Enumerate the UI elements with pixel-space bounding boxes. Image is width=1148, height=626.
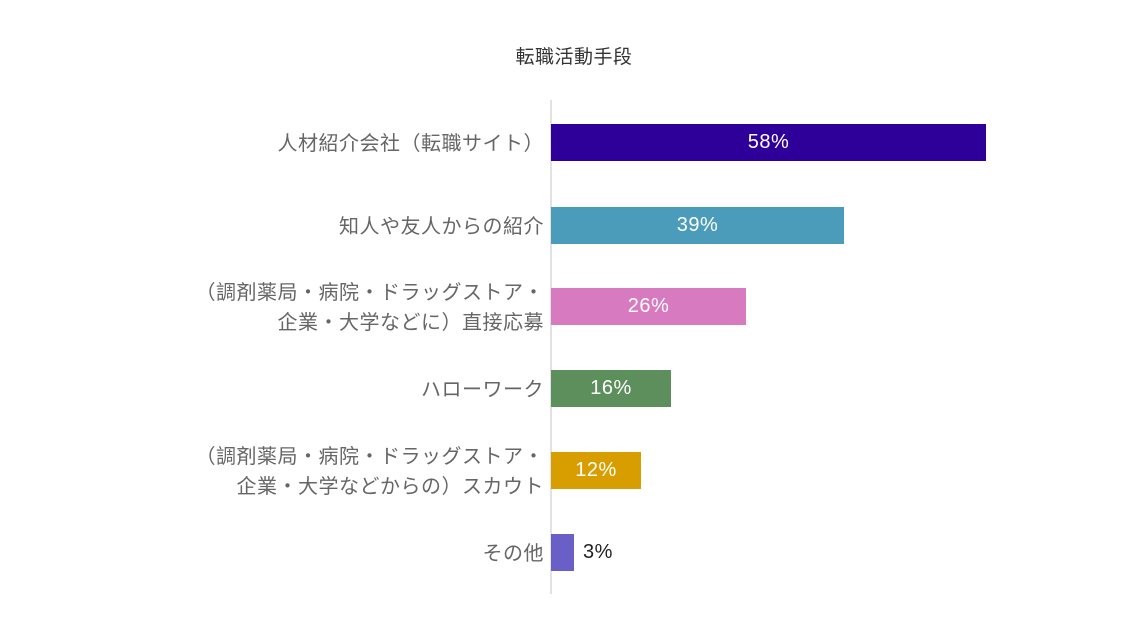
- bar: 16%: [551, 370, 671, 407]
- bar-row: 人材紹介会社（転職サイト） 58%: [0, 124, 1148, 161]
- bar: 26%: [551, 288, 746, 325]
- category-label-line: その他: [482, 540, 544, 565]
- category-label: 人材紹介会社（転職サイト）: [278, 128, 545, 158]
- bar: 3%: [551, 534, 612, 571]
- bar: 12%: [551, 452, 641, 489]
- category-label-line: 知人や友人からの紹介: [339, 213, 544, 238]
- category-label-line: （調剤薬局・病院・ドラッグストア・: [195, 443, 544, 468]
- value-label: 26%: [627, 295, 670, 317]
- category-label: 知人や友人からの紹介: [339, 211, 544, 241]
- bar-row: その他 3%: [0, 534, 1148, 571]
- value-label: 16%: [590, 377, 632, 399]
- category-label-line: （調剤薬局・病院・ドラッグストア・: [195, 279, 544, 304]
- value-label: 58%: [747, 131, 790, 153]
- category-label-line: 人材紹介会社（転職サイト）: [277, 130, 544, 155]
- value-label: 3%: [583, 541, 613, 563]
- chart-title: 転職活動手段: [515, 46, 633, 68]
- bar-row: （調剤薬局・病院・ドラッグストア・ 企業・大学などに）直接応募 26%: [0, 280, 1148, 334]
- bar: 39%: [551, 207, 844, 244]
- category-label-line: 企業・大学などに）直接応募: [277, 309, 544, 334]
- category-label-line: ハローワーク: [421, 376, 544, 401]
- category-label: ハローワーク: [421, 374, 544, 404]
- bar: 58%: [551, 124, 986, 161]
- category-label-line: 企業・大学などからの）スカウト: [236, 473, 544, 498]
- bar-row: 知人や友人からの紹介 39%: [0, 207, 1148, 244]
- bar-row: （調剤薬局・病院・ドラッグストア・ 企業・大学などからの）スカウト 12%: [0, 444, 1148, 498]
- category-label: その他: [483, 538, 545, 568]
- category-label: （調剤薬局・病院・ドラッグストア・ 企業・大学などに）直接応募: [196, 277, 545, 337]
- value-label: 39%: [676, 214, 719, 236]
- category-label: （調剤薬局・病院・ドラッグストア・ 企業・大学などからの）スカウト: [196, 441, 545, 501]
- value-label: 12%: [575, 459, 617, 481]
- y-axis-line: [550, 100, 552, 594]
- bar-row: ハローワーク 16%: [0, 370, 1148, 407]
